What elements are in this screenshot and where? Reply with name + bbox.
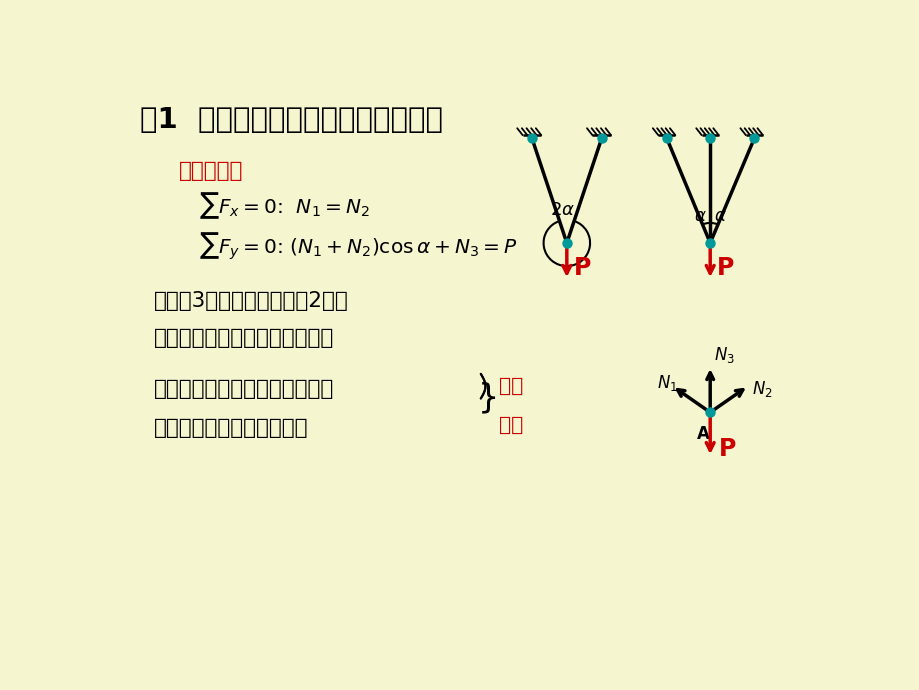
Text: $N_3$: $N_3$	[713, 344, 734, 364]
Text: 方程: 方程	[498, 415, 522, 435]
Text: $\sum F_y=0\colon\ (N_1+N_2)\cos\alpha+N_3=P$: $\sum F_y=0\colon\ (N_1+N_2)\cos\alpha+N…	[199, 230, 516, 262]
Text: 未知力3个；平衡方程只有2个。: 未知力3个；平衡方程只有2个。	[153, 290, 348, 310]
Text: 平衡方程：: 平衡方程：	[178, 161, 243, 181]
Text: }: }	[477, 382, 498, 415]
Text: $\alpha$: $\alpha$	[693, 207, 706, 225]
Text: $N_1$: $N_1$	[656, 373, 676, 393]
Text: A: A	[697, 424, 709, 443]
Text: $2\alpha$: $2\alpha$	[550, 201, 574, 219]
Text: 这个问题就是一次静不定问题。: 这个问题就是一次静不定问题。	[153, 328, 334, 348]
Text: $\sum F_x=0\colon\ \ N_1=N_2$: $\sum F_x=0\colon\ \ N_1=N_2$	[199, 190, 369, 221]
Text: $N_2$: $N_2$	[752, 379, 772, 399]
Text: $\mathbf{P}$: $\mathbf{P}$	[573, 257, 591, 280]
Text: 变形几何关系（变形协调方程）: 变形几何关系（变形协调方程）	[153, 380, 334, 400]
Text: $\alpha$: $\alpha$	[713, 207, 726, 225]
Text: $\mathbf{P}$: $\mathbf{P}$	[716, 255, 734, 279]
Text: 例1  两等直杆与三等直杆的受力分析: 例1 两等直杆与三等直杆的受力分析	[140, 106, 442, 134]
Text: 变形内力关系（物理方程）: 变形内力关系（物理方程）	[153, 417, 308, 437]
Text: 补充: 补充	[498, 377, 522, 396]
Text: $\mathbf{P}$: $\mathbf{P}$	[717, 437, 735, 462]
